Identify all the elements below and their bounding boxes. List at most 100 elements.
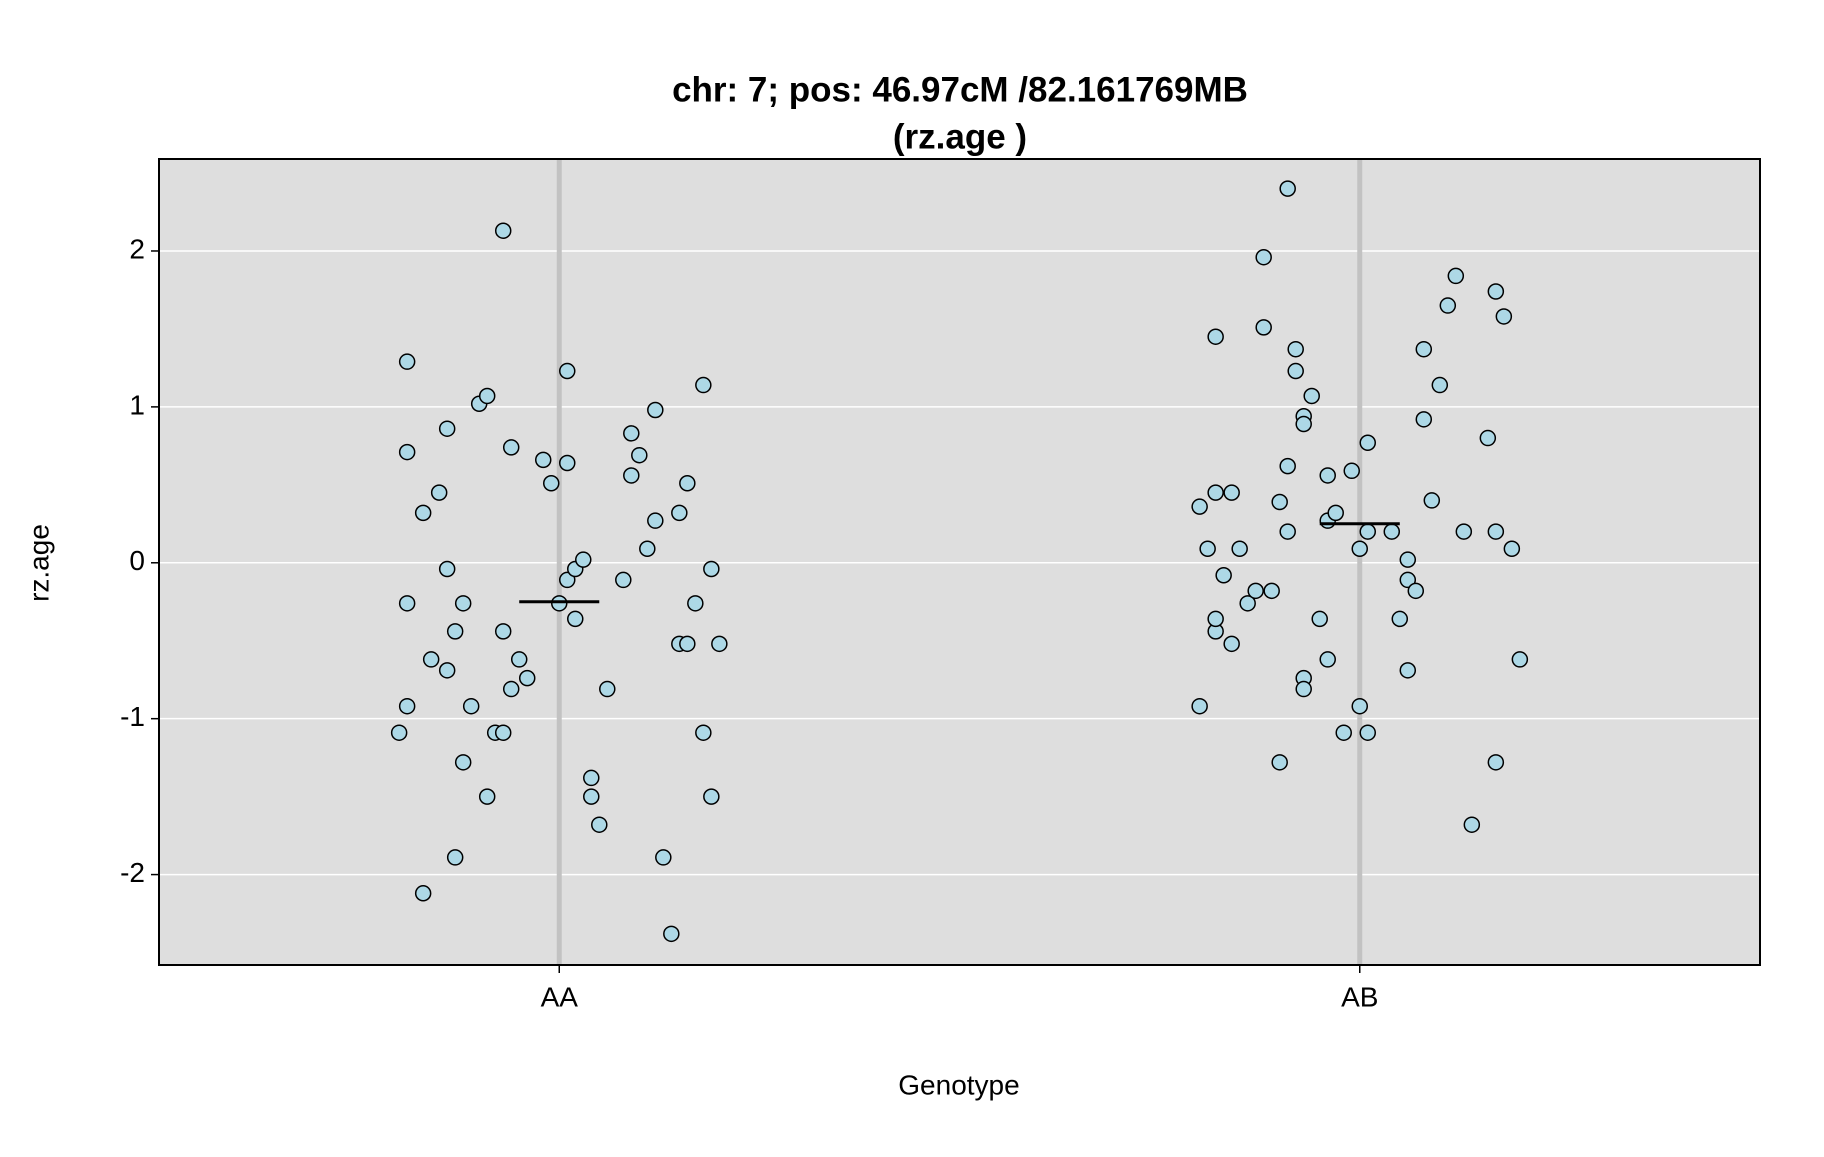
- point: [631, 446, 648, 464]
- y-tick-label: 2: [129, 233, 145, 264]
- point: [398, 443, 416, 461]
- point: [494, 623, 512, 640]
- point: [1343, 462, 1360, 480]
- point: [1287, 362, 1304, 380]
- point: [1223, 484, 1240, 501]
- point: [1215, 567, 1232, 584]
- x-tick-label: AB: [1341, 981, 1378, 1012]
- point: [687, 595, 704, 612]
- point: [1359, 724, 1377, 741]
- point: [1239, 595, 1256, 612]
- point: [1295, 680, 1312, 698]
- point: [1287, 340, 1304, 358]
- point: [1319, 651, 1336, 668]
- point: [534, 451, 552, 469]
- point: [1415, 411, 1433, 428]
- x-tick-label: AA: [541, 981, 579, 1012]
- point: [583, 769, 600, 787]
- point: [438, 420, 456, 437]
- point: [1255, 319, 1272, 336]
- point: [1423, 492, 1441, 509]
- plot-frame: [158, 158, 1761, 966]
- point: [1487, 523, 1505, 540]
- point: [1191, 697, 1208, 715]
- point: [1279, 180, 1296, 197]
- point: [430, 484, 448, 501]
- point: [1455, 523, 1473, 540]
- point: [623, 467, 640, 484]
- point: [454, 754, 472, 771]
- point: [1391, 610, 1409, 628]
- point: [542, 475, 560, 492]
- point: [1335, 724, 1352, 741]
- point: [1263, 582, 1280, 600]
- point: [1311, 610, 1328, 628]
- point: [1327, 504, 1344, 522]
- point: [1207, 610, 1224, 628]
- point: [647, 512, 664, 529]
- point: [1247, 582, 1264, 600]
- point: [551, 595, 568, 612]
- point: [703, 560, 720, 578]
- point: [390, 724, 408, 741]
- point: [414, 504, 432, 522]
- point: [478, 788, 496, 805]
- point: [398, 697, 416, 715]
- point: [438, 662, 456, 679]
- point: [599, 680, 616, 698]
- point: [1503, 540, 1521, 557]
- point: [695, 376, 712, 394]
- point: [1207, 484, 1224, 501]
- point: [1383, 523, 1401, 540]
- point: [1359, 523, 1377, 540]
- point: [1479, 429, 1497, 447]
- point: [575, 551, 592, 568]
- point: [671, 504, 688, 522]
- y-tick-label: -1: [120, 701, 145, 732]
- point: [1279, 457, 1296, 475]
- point: [559, 454, 576, 472]
- point: [1271, 493, 1288, 511]
- y-axis-label: rz.age: [23, 524, 54, 602]
- point: [478, 387, 496, 405]
- point: [1399, 551, 1417, 568]
- point: [398, 353, 416, 370]
- point: [398, 595, 416, 612]
- point: [1295, 415, 1312, 433]
- point: [1511, 651, 1529, 668]
- point: [639, 540, 656, 557]
- y-tick-label: 1: [129, 389, 145, 420]
- chart-title: chr: 7; pos: 46.97cM /82.161769MB: [672, 70, 1248, 109]
- point: [1487, 754, 1505, 771]
- point: [559, 362, 576, 380]
- point: [1279, 523, 1296, 540]
- point: [591, 816, 608, 833]
- point: [502, 439, 520, 456]
- plot-background: [159, 159, 1760, 965]
- point: [703, 788, 720, 805]
- point: [1407, 582, 1425, 600]
- point: [454, 595, 472, 612]
- point: [663, 925, 680, 943]
- point: [494, 222, 512, 239]
- y-tick-label: -2: [120, 857, 145, 888]
- y-tick-label: 0: [129, 545, 145, 576]
- point: [623, 425, 640, 442]
- point: [1495, 308, 1513, 325]
- point: [1303, 387, 1320, 405]
- point: [1199, 540, 1216, 557]
- point: [502, 680, 520, 698]
- point: [679, 475, 696, 492]
- point: [446, 623, 464, 640]
- point: [1431, 376, 1449, 394]
- point: [711, 635, 728, 653]
- point: [438, 560, 456, 578]
- point: [1463, 816, 1481, 833]
- point: [414, 885, 432, 902]
- point: [1351, 540, 1368, 557]
- x-axis-label: Genotype: [898, 1069, 1019, 1100]
- point: [655, 849, 672, 866]
- point: [1447, 267, 1465, 285]
- point: [1359, 434, 1377, 451]
